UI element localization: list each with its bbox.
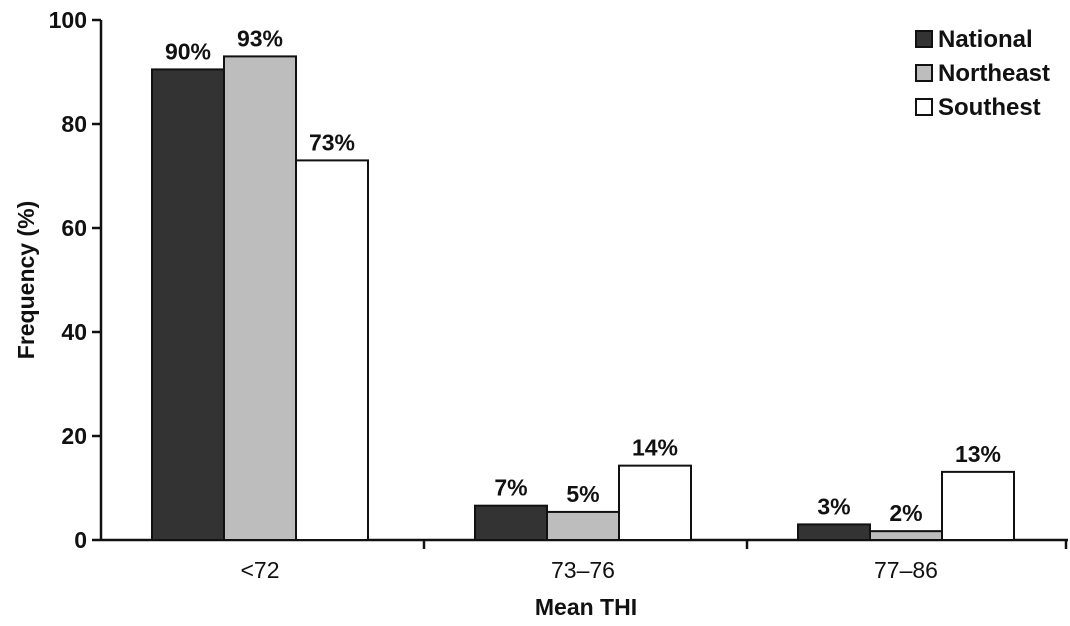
bar-northeast — [546, 510, 620, 542]
data-label: 13% — [955, 441, 1001, 467]
data-label: 3% — [817, 493, 850, 519]
legend-label-national: National — [938, 26, 1033, 53]
bars — [151, 55, 1015, 542]
bar-northeast — [223, 55, 297, 542]
legend: National Northeast Southest — [915, 26, 1050, 121]
y-tick-label: 0 — [74, 527, 87, 553]
bar-southest — [618, 464, 692, 542]
data-label: 2% — [889, 500, 922, 526]
y-tick-label: 20 — [61, 423, 87, 449]
legend-swatch-northeast — [915, 64, 933, 82]
y-tick-label: 100 — [49, 7, 87, 33]
data-label: 7% — [494, 475, 527, 501]
data-label: 73% — [309, 129, 355, 155]
y-tick-label: 40 — [61, 319, 87, 345]
data-label: 5% — [566, 481, 599, 507]
x-tick-label: 73–76 — [551, 557, 615, 583]
y-axis-title: Frequency (%) — [13, 201, 39, 359]
bar-national — [151, 68, 225, 542]
y-tick-label: 60 — [61, 215, 87, 241]
bar-southest — [295, 159, 369, 541]
legend-label-northeast: Northeast — [938, 60, 1050, 87]
bar-southest — [941, 470, 1015, 542]
data-label: 14% — [632, 435, 678, 461]
data-labels: 90% 7% 3% 93% 5% 2% 73% 14% 13% — [165, 25, 1001, 526]
x-axis-title: Mean THI — [535, 594, 637, 620]
data-label: 90% — [165, 38, 211, 64]
bar-national — [797, 523, 871, 542]
data-label: 93% — [237, 25, 283, 51]
legend-swatch-national — [915, 30, 933, 48]
bar-northeast — [869, 530, 943, 541]
legend-swatch-southest — [915, 98, 933, 116]
y-tick-label: 80 — [61, 111, 87, 137]
legend-label-southest: Southest — [938, 94, 1041, 121]
bar-national — [474, 504, 548, 541]
x-tick-label: 77–86 — [874, 557, 938, 583]
x-tick-label: <72 — [240, 557, 279, 583]
